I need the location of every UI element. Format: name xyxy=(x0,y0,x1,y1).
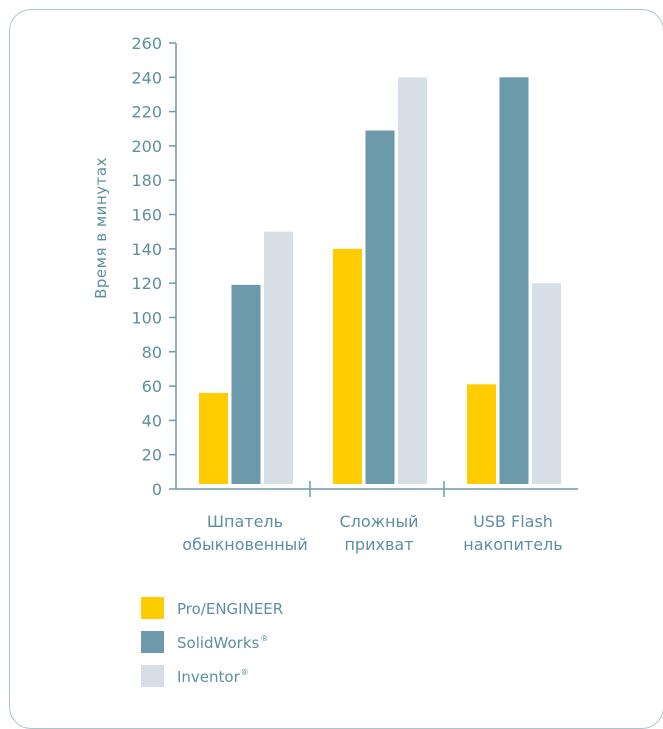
bar xyxy=(231,284,261,484)
y-tick-label: 0 xyxy=(152,480,162,499)
y-axis-label: Время в минутах xyxy=(92,157,110,299)
legend-swatch xyxy=(141,631,164,653)
y-tick-label: 180 xyxy=(131,171,162,190)
bar xyxy=(532,283,561,484)
y-tick-label: 60 xyxy=(142,377,162,396)
x-category-label: прихват xyxy=(344,535,413,554)
bar xyxy=(199,392,228,484)
y-tick-label: 220 xyxy=(131,103,162,122)
x-category-label: накопитель xyxy=(463,535,562,554)
bar xyxy=(365,130,395,484)
y-tick-label: 240 xyxy=(131,68,162,87)
legend-swatch xyxy=(141,665,164,687)
bar xyxy=(398,77,427,485)
y-tick-label: 260 xyxy=(131,34,162,53)
x-category-label: USB Flash xyxy=(473,512,553,531)
bar-chart: Время в минутах 0 20 40 60 80 100 120 140 160 180… xyxy=(92,34,578,687)
legend-label: Inventor® xyxy=(177,668,249,686)
y-tick-label: 40 xyxy=(142,411,162,430)
bar xyxy=(467,384,496,484)
bar xyxy=(333,248,362,484)
x-category-label: обыкновенный xyxy=(182,535,307,554)
x-category-label: Сложный xyxy=(339,512,418,531)
y-tick-label: 200 xyxy=(131,137,162,156)
legend-swatch xyxy=(141,597,164,619)
y-tick-label: 20 xyxy=(142,446,162,465)
x-category-label: Шпатель xyxy=(207,512,283,531)
y-tick-label: 160 xyxy=(131,206,162,225)
y-tick-label: 80 xyxy=(142,343,162,362)
y-tick-label: 100 xyxy=(131,308,162,327)
y-tick-label: 120 xyxy=(131,274,162,293)
legend-label: Pro/ENGINEER xyxy=(177,600,283,618)
legend-label: SolidWorks® xyxy=(177,634,268,652)
y-tick-label: 140 xyxy=(131,240,162,259)
bar xyxy=(264,231,293,484)
bar xyxy=(499,77,529,485)
